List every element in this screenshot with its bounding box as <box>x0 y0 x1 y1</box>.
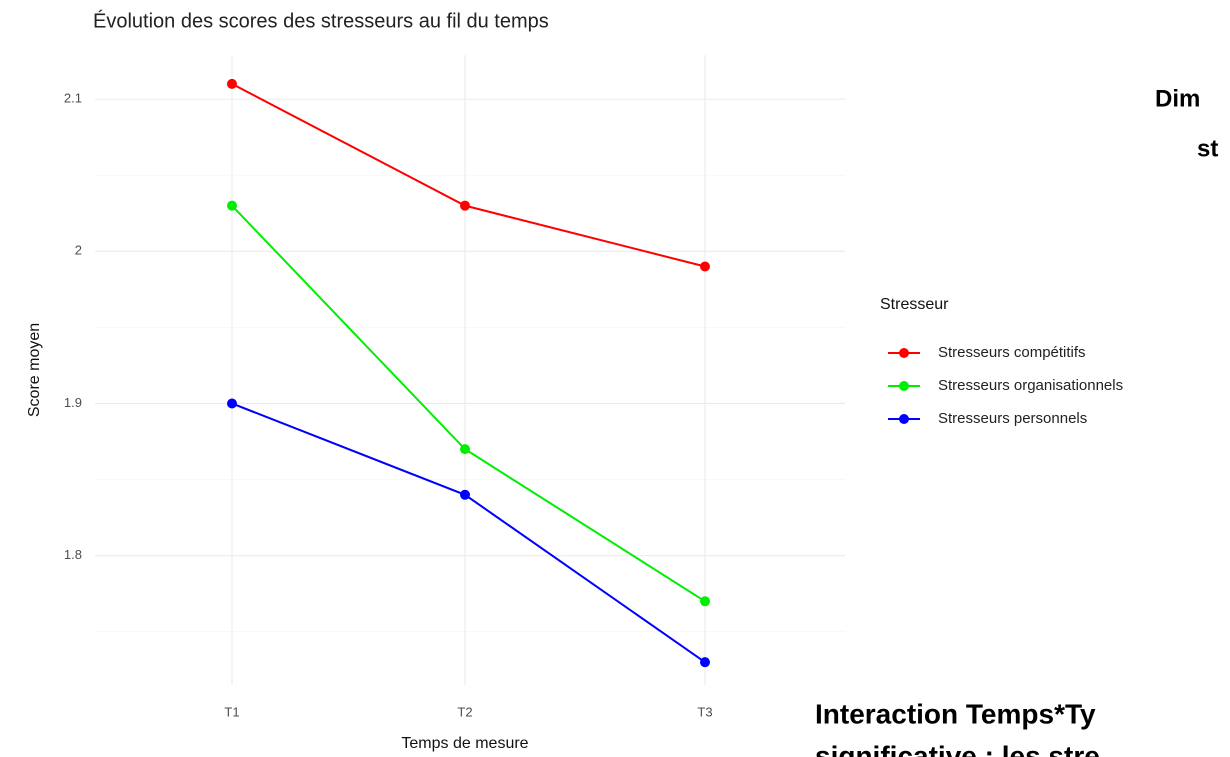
legend-title: Stresseur <box>880 296 949 313</box>
legend-label: Stresseurs organisationnels <box>938 377 1123 394</box>
legend-point <box>899 381 909 391</box>
point <box>700 657 710 668</box>
chart-title: Évolution des scores des stresseurs au f… <box>93 9 549 32</box>
slide-note: Interaction Temps*Ty <box>815 698 1096 729</box>
point <box>227 78 237 89</box>
point <box>700 261 710 272</box>
series-line <box>231 402 706 663</box>
legend-label: Stresseurs personnels <box>938 410 1087 427</box>
point <box>700 596 710 607</box>
point <box>227 398 237 409</box>
x-tick-label: T1 <box>224 704 239 719</box>
point <box>227 200 237 211</box>
slide-heading: st <box>1197 135 1218 162</box>
y-tick-label: 1.9 <box>64 395 82 410</box>
point <box>460 444 470 455</box>
slide-heading: Dim <box>1155 85 1200 112</box>
point <box>460 200 470 211</box>
legend-point <box>899 414 909 424</box>
legend-label: Stresseurs compétitifs <box>938 344 1086 361</box>
y-tick-label: 1.8 <box>64 547 82 562</box>
x-tick-label: T3 <box>697 704 712 719</box>
x-axis-title: Temps de mesure <box>401 735 528 752</box>
y-axis-title: Score moyen <box>26 323 43 417</box>
point <box>460 489 470 500</box>
y-tick-label: 2 <box>75 243 82 258</box>
y-tick-label: 2.1 <box>64 91 82 106</box>
slide-note: significative : les stre <box>815 740 1100 757</box>
legend-point <box>899 348 909 358</box>
x-tick-label: T2 <box>457 704 472 719</box>
